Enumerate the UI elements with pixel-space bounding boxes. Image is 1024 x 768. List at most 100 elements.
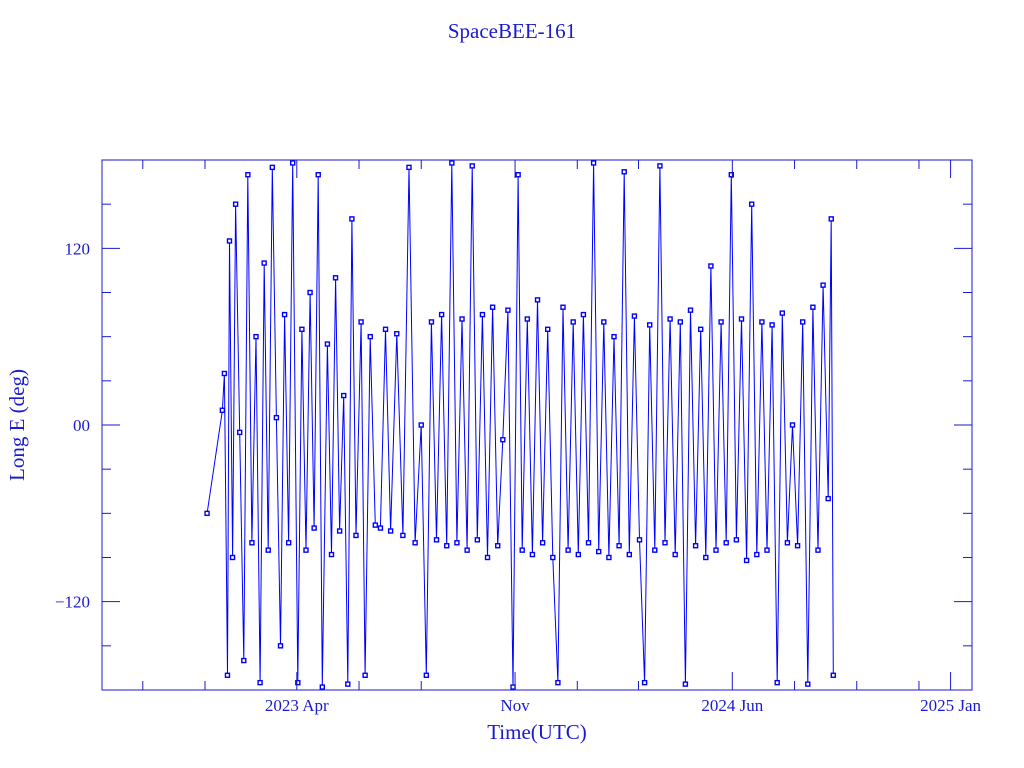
data-point	[769, 322, 775, 328]
data-point	[311, 525, 317, 531]
data-point	[820, 282, 826, 288]
data-point	[570, 319, 576, 325]
data-point	[226, 238, 233, 244]
data-point	[229, 554, 236, 561]
data-point	[723, 540, 729, 546]
data-point	[454, 540, 460, 546]
data-point	[324, 341, 331, 347]
data-point	[382, 326, 389, 333]
data-point	[733, 537, 740, 543]
data-point	[687, 307, 694, 313]
data-point	[672, 551, 678, 558]
data-point	[285, 540, 292, 546]
data-point	[779, 310, 785, 316]
data-point	[336, 528, 343, 534]
data-point	[682, 681, 689, 687]
data-point	[616, 543, 622, 549]
data-point	[728, 172, 734, 178]
data-point	[315, 172, 321, 178]
data-point	[358, 319, 364, 325]
data-point	[295, 679, 301, 686]
x-tick-label: Nov	[500, 696, 530, 715]
data-point	[534, 297, 541, 303]
data-point	[667, 316, 673, 322]
data-point	[412, 540, 418, 546]
data-point	[657, 163, 663, 169]
data-point	[428, 319, 435, 325]
data-point	[261, 260, 267, 266]
data-point	[794, 543, 801, 549]
data-point	[662, 540, 668, 546]
data-point	[677, 319, 684, 325]
data-point	[341, 392, 347, 399]
data-point	[418, 422, 424, 428]
data-point	[241, 657, 247, 664]
data-point	[332, 275, 339, 281]
data-point	[647, 322, 653, 328]
data-point	[738, 316, 745, 322]
data-point	[539, 540, 546, 546]
data-point	[830, 672, 836, 678]
data-point	[652, 547, 658, 553]
data-point	[489, 304, 496, 310]
y-tick-label: −120	[55, 593, 90, 612]
data-point	[219, 407, 226, 413]
data-point	[743, 557, 750, 564]
data-point	[759, 319, 765, 325]
data-point	[345, 681, 351, 687]
data-point	[394, 331, 400, 337]
data-point	[641, 679, 648, 686]
data-point	[307, 289, 313, 296]
data-point	[748, 201, 755, 207]
data-point	[236, 429, 243, 436]
data-point	[575, 551, 582, 558]
data-point	[449, 160, 455, 166]
x-tick-label: 2024 Jun	[701, 696, 763, 715]
data-point	[524, 316, 531, 322]
data-point	[631, 313, 638, 319]
data-point	[269, 164, 276, 171]
data-point	[290, 160, 296, 166]
chart-title: SpaceBEE-161	[448, 19, 576, 43]
data-point	[253, 333, 259, 340]
data-point	[224, 672, 231, 678]
y-axis-label: Long E (deg)	[5, 369, 29, 481]
data-point	[257, 679, 263, 686]
data-point	[273, 414, 280, 421]
data-point	[621, 169, 627, 175]
data-point	[515, 172, 521, 178]
data-point	[708, 263, 714, 269]
data-point	[774, 679, 780, 686]
data-point	[828, 216, 834, 222]
data-point	[626, 551, 633, 558]
axis-ticks: 2023 Apr Nov 2024 Jun 2025 Jan 120 00 −120	[55, 160, 982, 715]
data-point	[444, 543, 450, 549]
data-point	[484, 554, 491, 561]
data-point	[565, 547, 571, 553]
data-point	[232, 201, 239, 207]
data-point	[265, 547, 271, 553]
data-point	[372, 522, 379, 528]
data-point	[825, 495, 831, 502]
data-point	[789, 422, 796, 428]
data-point	[585, 540, 592, 546]
series-line	[206, 162, 834, 688]
data-point	[606, 554, 612, 561]
data-point	[249, 540, 255, 546]
data-point	[545, 326, 551, 333]
data-point	[697, 326, 704, 333]
data-point	[580, 311, 587, 318]
data-point	[799, 319, 806, 325]
data-point	[703, 554, 709, 561]
data-point	[510, 684, 516, 690]
data-point	[601, 319, 607, 325]
data-point	[596, 548, 602, 555]
data-point	[500, 437, 506, 443]
data-point	[464, 547, 470, 553]
data-point	[328, 551, 335, 558]
x-tick-label: 2025 Jan	[920, 696, 981, 715]
data-point	[367, 333, 373, 340]
data-point	[718, 319, 724, 325]
data-point	[406, 164, 412, 171]
